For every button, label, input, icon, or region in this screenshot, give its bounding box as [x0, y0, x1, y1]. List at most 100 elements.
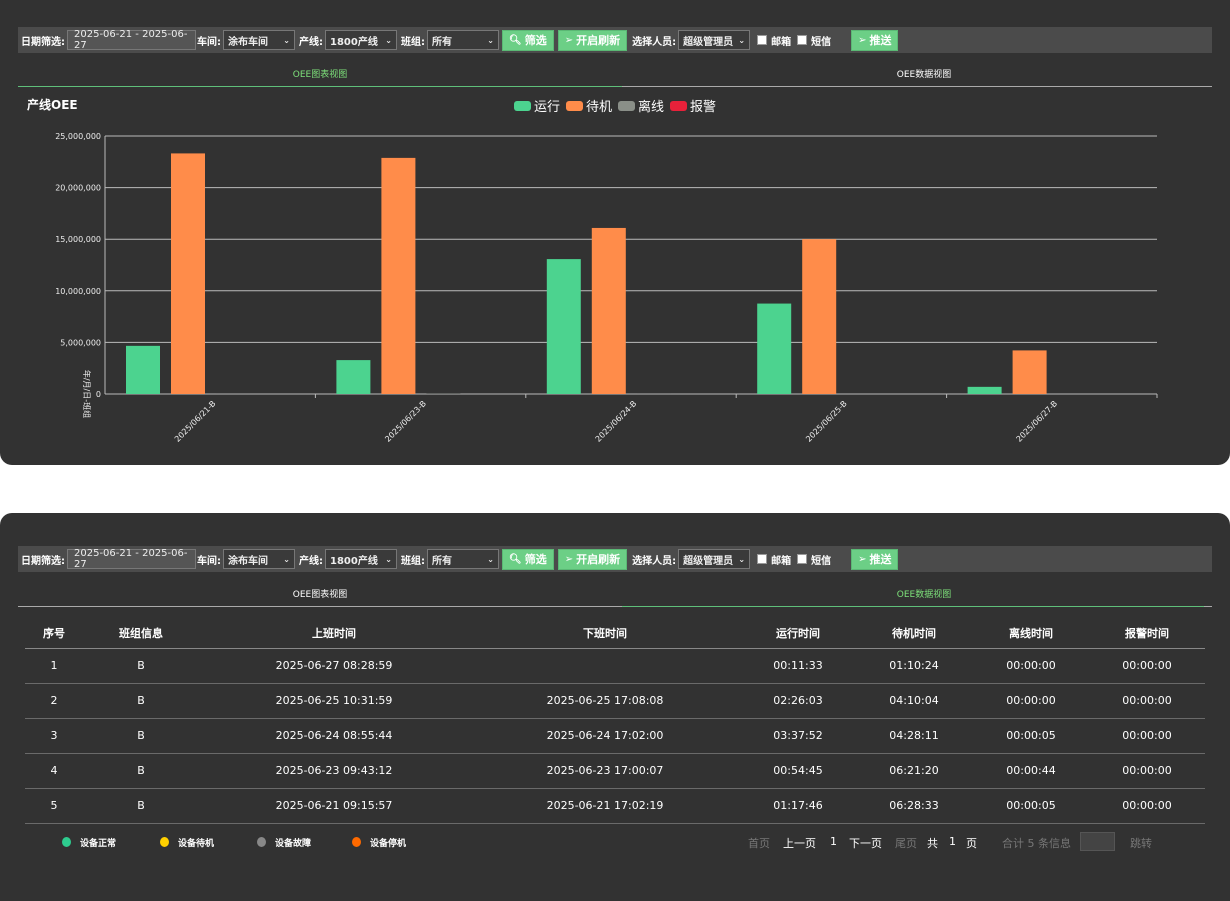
field-label: 车间: — [197, 36, 221, 48]
y-tick-label: 15,000,000 — [55, 235, 101, 244]
filter-toolbar: 日期筛选: 2025-06-21 - 2025-06-27 车间: 涂布车间 ⌄ 产线: 1… — [18, 546, 1212, 572]
push-button[interactable]: ➢ 推送 — [851, 29, 899, 51]
date-range-input[interactable]: 2025-06-21 - 2025-06-27 — [67, 29, 196, 51]
column-header[interactable]: 上班时间 — [312, 627, 356, 640]
search-icon: 🔍︎ — [509, 553, 522, 565]
team-select[interactable]: 所有 ⌄ — [427, 549, 499, 569]
status-legend-label: 设备停机 — [370, 839, 407, 849]
legend-swatch — [514, 100, 531, 111]
refresh-button[interactable]: ➢ 开启刷新 — [557, 29, 628, 51]
send-icon: ➢ — [564, 34, 574, 46]
legend-label: 运行 — [534, 100, 561, 115]
x-tick-label: 2025/06/23-B — [383, 399, 428, 444]
table-row[interactable]: 3 B 2025-06-24 08:55:44 2025-06-24 17:02:00… — [25, 719, 1205, 754]
workshop-select[interactable]: 涂布车间 ⌄ — [223, 30, 295, 50]
table-cell: 2025-06-21 17:02:19 — [546, 799, 664, 812]
table-row[interactable]: 5 B 2025-06-21 09:15:57 2025-06-21 17:02:19… — [25, 789, 1205, 824]
legend-item[interactable]: 报警 — [670, 96, 716, 115]
tab-data-view[interactable]: OEE数据视图 — [896, 70, 952, 80]
prev-page-button[interactable]: 上一页 — [783, 837, 816, 850]
legend-item[interactable]: 待机 — [566, 96, 612, 115]
table-row[interactable]: 2 B 2025-06-25 10:31:59 2025-06-25 17:08:08… — [25, 684, 1205, 719]
team-select[interactable]: 所有 ⌄ — [427, 30, 499, 50]
legend-label: 离线 — [638, 100, 665, 115]
table-cell: 2 — [50, 694, 58, 707]
tab-chart-view[interactable]: OEE图表视图 — [292, 590, 348, 600]
filter-button[interactable]: 🔍︎ 筛选 — [502, 548, 554, 570]
x-tick-label: 2025/06/24-B — [594, 399, 639, 444]
date-range-input[interactable]: 2025-06-21 - 2025-06-27 — [67, 548, 196, 570]
chart-title: 产线OEE — [27, 98, 78, 112]
email-checkbox[interactable] — [757, 35, 768, 45]
bar-standby — [171, 153, 205, 394]
table-cell: 2025-06-24 08:55:44 — [275, 729, 393, 742]
filter-toolbar: 日期筛选: 2025-06-21 - 2025-06-27 车间: 涂布车间 ⌄ 产线: 1… — [18, 27, 1212, 53]
push-button[interactable]: ➢ 推送 — [851, 548, 899, 570]
total-pages-prefix: 共 — [927, 837, 938, 850]
person-select[interactable]: 超级管理员 ⌄ — [678, 30, 751, 50]
table-cell: B — [137, 694, 145, 707]
person-select[interactable]: 超级管理员 ⌄ — [678, 549, 751, 569]
tab-data-view[interactable]: OEE数据视图 — [896, 590, 952, 600]
table-cell: 2025-06-27 08:28:59 — [275, 659, 393, 672]
table-cell: B — [137, 659, 145, 672]
x-tick-label: 2025/06/25-B — [804, 399, 849, 444]
line-select[interactable]: 1800产线 ⌄ — [325, 30, 397, 50]
person-select-value: 超级管理员 — [683, 36, 734, 48]
email-checkbox[interactable] — [757, 554, 768, 564]
table-row[interactable]: 1 B 2025-06-27 08:28:59 00:11:33 01:10:24 00:… — [25, 649, 1205, 684]
bar-standby — [381, 157, 416, 394]
table-cell: 2025-06-25 10:31:59 — [275, 694, 393, 707]
sms-checkbox[interactable] — [797, 35, 808, 45]
person-select-value: 超级管理员 — [683, 555, 734, 567]
legend-item[interactable]: 运行 — [514, 96, 560, 115]
column-header[interactable]: 离线时间 — [1009, 627, 1053, 640]
y-tick-label: 0 — [96, 390, 101, 399]
table-cell: 2025-06-25 17:08:08 — [546, 694, 664, 707]
column-header[interactable]: 运行时间 — [776, 627, 820, 640]
x-tick-label: 2025/06/21-B — [173, 399, 218, 444]
view-tabs: OEE图表视图 OEE数据视图 — [18, 587, 1212, 607]
table-row[interactable]: 4 B 2025-06-23 09:43:12 2025-06-23 17:00:07… — [25, 754, 1205, 789]
legend-swatch — [566, 100, 584, 111]
legend-item[interactable]: 离线 — [618, 96, 664, 115]
record-summary: 合计 5 条信息 — [1002, 837, 1071, 850]
field-label: 车间: — [197, 555, 221, 567]
column-header[interactable]: 序号 — [43, 627, 65, 640]
table-cell: 06:28:33 — [889, 799, 939, 812]
team-select-value: 所有 — [432, 36, 452, 48]
refresh-button[interactable]: ➢ 开启刷新 — [557, 548, 628, 570]
y-tick-label: 5,000,000 — [60, 338, 101, 347]
table-cell: 00:00:05 — [1006, 729, 1056, 742]
field-label: 选择人员: — [632, 36, 677, 48]
x-tick-label: 2025/06/27-B — [1015, 399, 1060, 444]
bar-standby — [802, 239, 837, 394]
tab-chart-view[interactable]: OEE图表视图 — [292, 70, 348, 80]
column-header[interactable]: 班组信息 — [119, 627, 163, 640]
chevron-down-icon: ⌄ — [738, 554, 746, 564]
page-jump-input[interactable] — [1080, 832, 1115, 851]
table-cell: 01:10:24 — [889, 659, 939, 672]
chevron-down-icon: ⌄ — [385, 554, 392, 564]
status-legend-label: 设备故障 — [275, 839, 312, 849]
field-label: 日期筛选: — [21, 36, 65, 48]
table-cell: 2025-06-24 17:02:00 — [546, 729, 664, 742]
field-label: 产线: — [299, 36, 323, 48]
line-select[interactable]: 1800产线 ⌄ — [325, 549, 397, 569]
table-header: 序号 班组信息 上班时间 下班时间 运行时间 待机时间 离线时间 报警时间 — [25, 618, 1205, 649]
first-page-button[interactable]: 首页 — [748, 837, 770, 850]
table-cell: 00:00:00 — [1122, 694, 1172, 707]
next-page-button[interactable]: 下一页 — [849, 837, 882, 850]
workshop-select[interactable]: 涂布车间 ⌄ — [223, 549, 295, 569]
last-page-button[interactable]: 尾页 — [895, 837, 917, 850]
filter-button[interactable]: 🔍︎ 筛选 — [502, 29, 554, 51]
jump-button[interactable]: 跳转 — [1130, 837, 1152, 850]
table-cell: 04:28:11 — [889, 729, 939, 742]
table-cell: 2025-06-23 09:43:12 — [275, 764, 393, 777]
column-header[interactable]: 下班时间 — [583, 627, 627, 640]
column-header[interactable]: 待机时间 — [892, 627, 936, 640]
push-button-label: 推送 — [869, 34, 892, 47]
sms-checkbox[interactable] — [797, 554, 808, 564]
bar-run — [967, 386, 1002, 394]
column-header[interactable]: 报警时间 — [1125, 627, 1169, 640]
